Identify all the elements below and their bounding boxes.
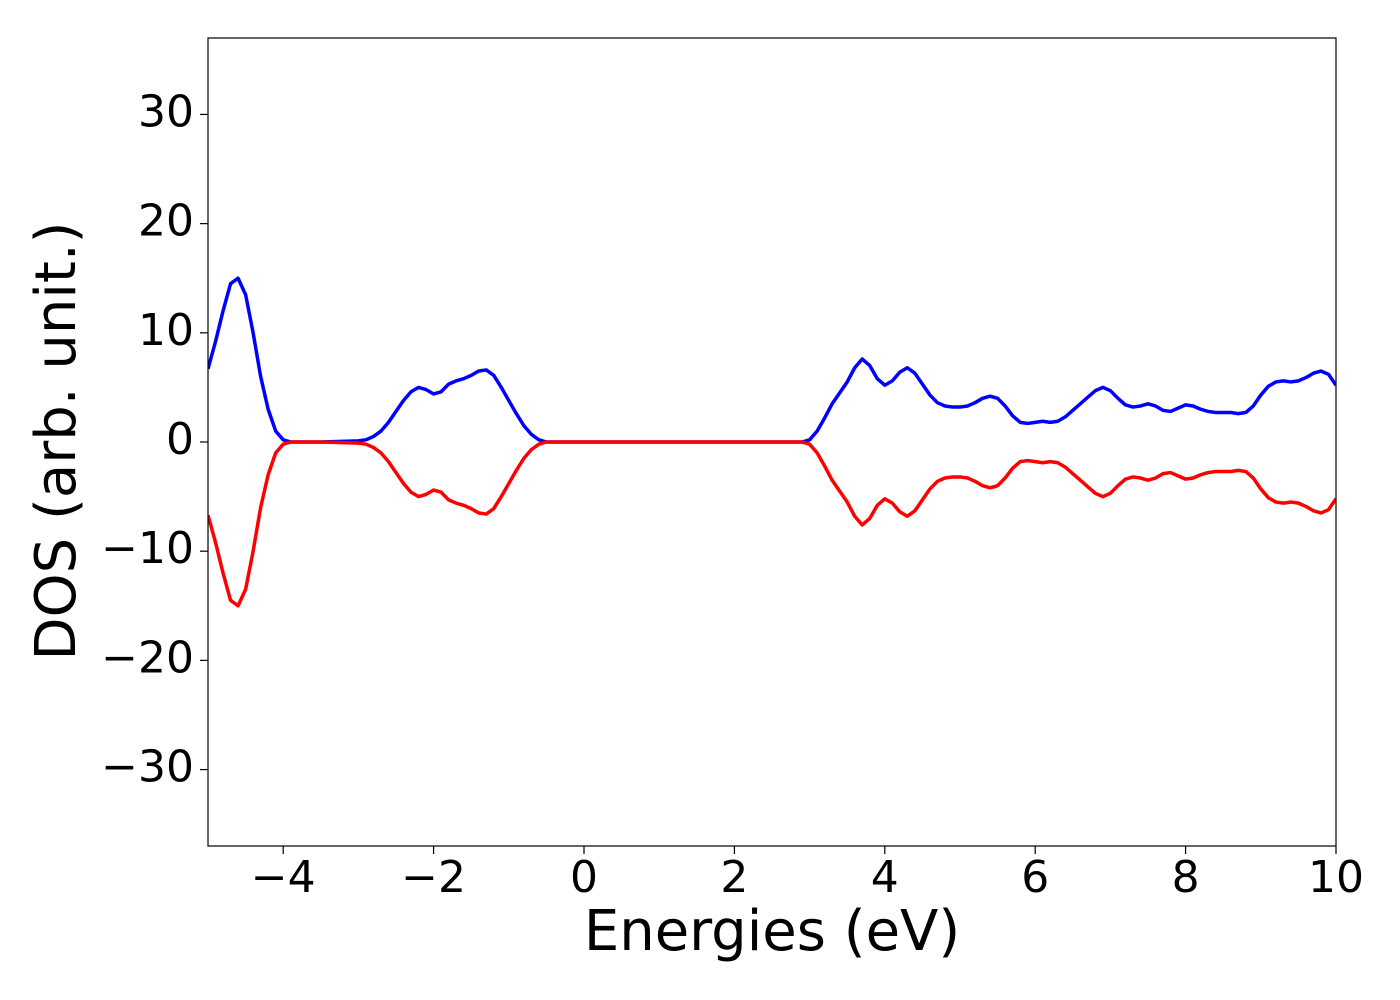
- x-tick-label: 6: [1021, 852, 1049, 903]
- x-tick-label: 4: [871, 852, 899, 903]
- x-tick-label: 8: [1172, 852, 1200, 903]
- y-tick-label: −10: [101, 523, 194, 574]
- x-tick-label: −2: [401, 852, 466, 903]
- y-axis-label: DOS (arb. unit.): [24, 221, 89, 660]
- y-tick-label: −30: [101, 742, 194, 793]
- x-tick-label: 0: [570, 852, 598, 903]
- x-tick-label: 10: [1308, 852, 1364, 903]
- series-line: [208, 276, 1336, 444]
- x-axis-label: Energies (eV): [584, 899, 960, 964]
- y-tick-label: −20: [101, 632, 194, 683]
- plot-frame: [207, 37, 1337, 847]
- x-tick-label: 2: [720, 852, 748, 903]
- y-tick-label: 20: [138, 196, 194, 247]
- series-line: [208, 440, 1336, 608]
- x-tick-label: −4: [251, 852, 316, 903]
- y-tick-label: 0: [166, 414, 194, 465]
- y-tick-label: 30: [138, 86, 194, 137]
- y-tick-label: 10: [138, 305, 194, 356]
